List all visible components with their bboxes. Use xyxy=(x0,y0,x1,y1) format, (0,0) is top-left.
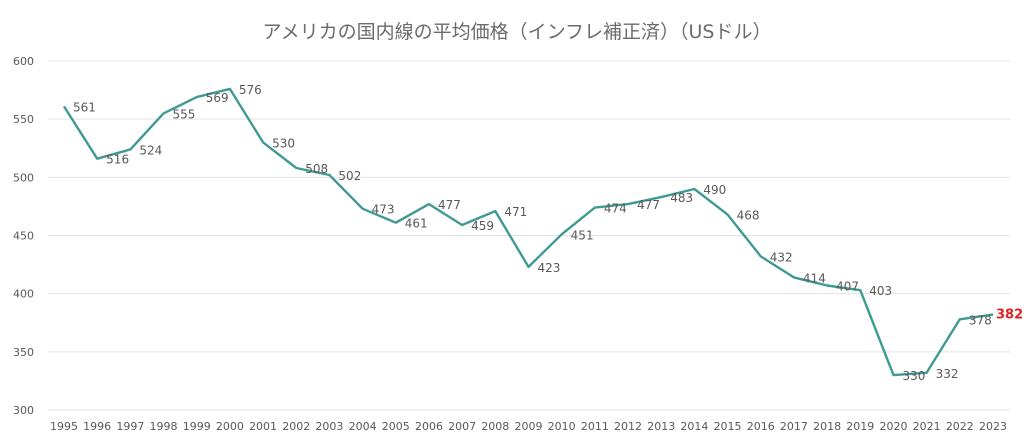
y-tick-label: 400 xyxy=(13,288,34,301)
data-label: 490 xyxy=(703,183,726,197)
x-tick-label: 2009 xyxy=(515,420,543,433)
series-line xyxy=(62,87,994,377)
data-label: 459 xyxy=(471,219,494,233)
x-tick-label: 2003 xyxy=(315,420,343,433)
data-label: 407 xyxy=(836,280,859,294)
y-axis-ticks: 300 350 400 450 500 550 600 xyxy=(13,55,34,417)
data-label: 477 xyxy=(438,198,461,212)
data-label: 477 xyxy=(637,198,660,212)
data-label: 561 xyxy=(73,100,96,114)
data-label: 461 xyxy=(405,217,428,231)
data-label: 524 xyxy=(139,143,162,157)
x-tick-label: 1996 xyxy=(83,420,111,433)
data-label: 432 xyxy=(770,250,793,264)
x-tick-label: 2017 xyxy=(780,420,808,433)
data-label: 576 xyxy=(239,83,262,97)
y-tick-label: 500 xyxy=(13,171,34,184)
x-tick-label: 2022 xyxy=(946,420,974,433)
data-label: 483 xyxy=(670,191,693,205)
data-label: 516 xyxy=(106,153,129,167)
x-tick-label: 2023 xyxy=(979,420,1007,433)
x-tick-label: 2006 xyxy=(415,420,443,433)
x-tick-label: 2011 xyxy=(581,420,609,433)
x-tick-label: 2010 xyxy=(548,420,576,433)
chart-title: アメリカの国内線の平均価格（インフレ補正済）（USドル） xyxy=(263,21,772,43)
data-label: 508 xyxy=(305,162,328,176)
data-label: 414 xyxy=(803,271,826,285)
gridlines xyxy=(48,60,1010,411)
x-tick-label: 2014 xyxy=(680,420,708,433)
x-tick-label: 2000 xyxy=(216,420,244,433)
x-tick-label: 2001 xyxy=(249,420,277,433)
x-tick-label: 2004 xyxy=(349,420,377,433)
data-labels: 561 516 524 555 569 576 530 508 502 473 461 477 459 4… xyxy=(73,83,1023,383)
x-tick-label: 2020 xyxy=(879,420,907,433)
x-tick-label: 2002 xyxy=(282,420,310,433)
y-tick-label: 350 xyxy=(13,346,34,359)
data-label: 569 xyxy=(206,91,229,105)
y-tick-label: 550 xyxy=(13,113,34,126)
data-label: 471 xyxy=(504,205,527,219)
x-tick-label: 2016 xyxy=(747,420,775,433)
data-label: 423 xyxy=(538,261,561,275)
y-tick-label: 600 xyxy=(13,55,34,68)
x-tick-label: 2021 xyxy=(913,420,941,433)
data-label: 330 xyxy=(902,369,925,383)
x-tick-label: 2008 xyxy=(481,420,509,433)
x-tick-label: 2013 xyxy=(647,420,675,433)
x-tick-label: 1998 xyxy=(150,420,178,433)
data-label: 451 xyxy=(571,228,594,242)
data-label: 403 xyxy=(869,284,892,298)
data-label: 473 xyxy=(372,203,395,217)
y-tick-label: 450 xyxy=(13,230,34,243)
x-tick-label: 2005 xyxy=(382,420,410,433)
data-label: 332 xyxy=(936,367,959,381)
x-tick-label: 2018 xyxy=(813,420,841,433)
data-label: 555 xyxy=(173,107,196,121)
data-label: 468 xyxy=(737,209,760,223)
x-tick-label: 1995 xyxy=(50,420,78,433)
x-tick-label: 2007 xyxy=(448,420,476,433)
data-label-highlight: 382 xyxy=(996,308,1023,323)
x-tick-label: 2012 xyxy=(614,420,642,433)
x-tick-label: 1999 xyxy=(183,420,211,433)
data-label: 474 xyxy=(604,202,627,216)
data-label: 530 xyxy=(272,136,295,150)
data-label: 378 xyxy=(969,313,992,327)
data-label: 502 xyxy=(338,169,361,183)
x-axis-ticks: 1995 1996 1997 1998 1999 2000 2001 2002 2003 2004… xyxy=(50,420,1007,433)
x-tick-label: 1997 xyxy=(116,420,144,433)
x-tick-label: 2019 xyxy=(846,420,874,433)
y-tick-label: 300 xyxy=(13,404,34,417)
x-tick-label: 2015 xyxy=(714,420,742,433)
